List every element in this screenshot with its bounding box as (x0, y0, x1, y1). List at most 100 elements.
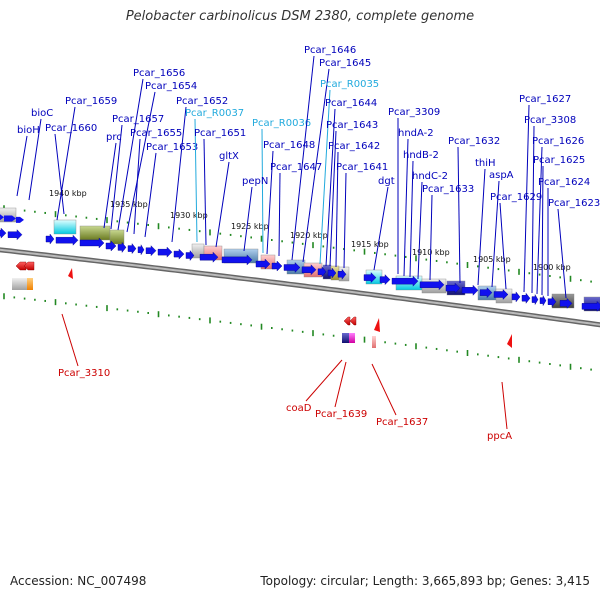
forward-gene-arrow-33 (531, 293, 539, 306)
gene-label-hndc-2: hndC-2 (412, 171, 448, 182)
leader-line-pcar-3308 (531, 125, 535, 294)
leader-line-thih (477, 168, 486, 286)
gene-label-pcar-1643: Pcar_1643 (326, 120, 378, 131)
leader-line-pcar-1637 (371, 363, 397, 416)
forward-gene-arrow-30 (493, 289, 509, 300)
forward-gene-arrow-8 (127, 243, 137, 255)
reverse-feature-box-3 (342, 333, 354, 343)
leader-line-dgt (373, 186, 389, 271)
forward-gene-arrow-36 (559, 297, 573, 309)
reverse-gene-arrow-1 (15, 261, 27, 271)
forward-gene-arrow-24 (379, 274, 391, 286)
gene-label-pcar-3310: Pcar_3310 (58, 368, 110, 379)
reverse-gene-arrow-3 (68, 268, 73, 279)
gene-label-pcar-1654: Pcar_1654 (145, 81, 197, 92)
forward-gene-arrow-10 (145, 245, 157, 257)
leader-line-pcar-1644 (325, 108, 336, 267)
gene-label-pcar-3308: Pcar_3308 (524, 115, 576, 126)
scale-label-1935-kbp: 1935 kbp (110, 200, 148, 209)
forward-gene-arrow-31 (511, 291, 521, 303)
forward-gene-arrow-3 (45, 233, 55, 245)
gene-label-bioh: bioH (17, 125, 40, 136)
scale-label-1925-kbp: 1925 kbp (231, 222, 269, 231)
leader-line-pcar-r0035 (319, 89, 331, 265)
leader-line-pcar-1642 (335, 151, 339, 268)
topology-text: Topology: circular; Length: 3,665,893 bp… (260, 574, 590, 588)
reverse-feature-box-1 (12, 278, 30, 290)
forward-gene-arrow-upper-2 (4, 215, 16, 222)
forward-gene-arrow-20 (317, 266, 327, 278)
forward-gene-track (0, 214, 600, 312)
forward-gene-arrow-23 (363, 272, 377, 284)
reverse-gene-arrow-5 (349, 316, 357, 326)
scale-label-1905-kbp: 1905 kbp (473, 255, 511, 264)
leader-line-pcar-1654 (126, 91, 156, 233)
scale-label-1930-kbp: 1930 kbp (170, 211, 208, 220)
gene-label-pcar-1657: Pcar_1657 (112, 114, 164, 125)
reverse-gene-arrow-6 (374, 318, 380, 332)
leader-line-pcar-1641 (343, 172, 347, 269)
leader-line-pcar-1648 (266, 150, 274, 255)
gene-label-pcar-1626: Pcar_1626 (532, 136, 584, 147)
gene-label-pcar-1645: Pcar_1645 (319, 58, 371, 69)
gene-label-pcar-1648: Pcar_1648 (263, 140, 315, 151)
forward-gene-arrow-15 (221, 254, 253, 266)
gene-label-pcar-1642: Pcar_1642 (328, 141, 380, 152)
gene-label-coad: coaD (286, 403, 312, 414)
gene-label-pcar-1656: Pcar_1656 (133, 68, 185, 79)
leader-line-pcar-3310 (61, 313, 79, 367)
forward-gene-arrow-5 (79, 237, 105, 249)
leader-line-pepn (243, 186, 253, 252)
gene-label-pcar-1641: Pcar_1641 (336, 162, 388, 173)
reverse-feature-box-2 (27, 278, 33, 290)
leader-line-pcar-1647 (278, 172, 281, 257)
forward-gene-arrow-21 (327, 267, 337, 279)
forward-gene-arrow-14 (199, 251, 219, 263)
forward-gene-arrow-17 (271, 260, 283, 272)
leader-line-pcar-r0036 (261, 128, 264, 254)
inner-scale-track (3, 293, 592, 371)
gene-label-pcar-1633: Pcar_1633 (422, 184, 474, 195)
gene-label-pcar-1637: Pcar_1637 (376, 417, 428, 428)
scale-label-1915-kbp: 1915 kbp (351, 240, 389, 249)
gene-label-pcar-1624: Pcar_1624 (538, 177, 590, 188)
leader-line-pcar-1639 (334, 361, 347, 408)
forward-gene-arrow-16 (255, 258, 271, 270)
leader-line-coad (305, 359, 343, 402)
forward-gene-arrow-13 (185, 249, 195, 262)
leader-line-bioh (16, 135, 28, 197)
gene-label-dgt: dgt (378, 176, 395, 187)
gene-label-pcar-1655: Pcar_1655 (130, 128, 182, 139)
leader-line-pcar-1657 (110, 124, 123, 230)
gene-label-pcar-r0035: Pcar_R0035 (320, 79, 379, 90)
gene-label-hndb-2: hndB-2 (403, 150, 439, 161)
accession-text: Accession: NC_007498 (10, 574, 147, 588)
leader-line-pcar-1645 (302, 68, 330, 263)
gene-label-pcar-1623: Pcar_1623 (548, 198, 600, 209)
leader-line-pcar-1651 (203, 138, 207, 246)
forward-gene-arrow-upper-1 (0, 214, 4, 221)
gene-label-pcar-1660: Pcar_1660 (45, 123, 97, 134)
leader-line-pcar-1653 (144, 152, 157, 238)
forward-gene-arrow-2 (7, 229, 23, 241)
leader-line-hnda-2 (403, 138, 409, 277)
reverse-gene-arrow-4 (343, 316, 351, 326)
gene-label-pcar-1629: Pcar_1629 (490, 192, 542, 203)
gene-label-pcar-1644: Pcar_1644 (325, 98, 377, 109)
gene-label-prc: prc (106, 132, 122, 143)
leader-line-pcar-1643 (329, 130, 337, 267)
map-title: Pelobacter carbinolicus DSM 2380, comple… (125, 9, 475, 24)
gene-label-pcar-r0036: Pcar_R0036 (252, 118, 311, 129)
gene-label-pcar-1652: Pcar_1652 (176, 96, 228, 107)
gene-label-pcar-1647: Pcar_1647 (270, 162, 322, 173)
forward-gene-arrow-4 (55, 234, 79, 246)
gene-label-pcar-1651: Pcar_1651 (194, 128, 246, 139)
leader-line-pcar-1629 (499, 202, 507, 290)
forward-gene-arrow-9 (137, 244, 145, 256)
leader-line-pcar-1646 (291, 55, 315, 261)
gene-label-aspa: aspA (489, 170, 514, 181)
leader-line-bioc (28, 118, 42, 201)
